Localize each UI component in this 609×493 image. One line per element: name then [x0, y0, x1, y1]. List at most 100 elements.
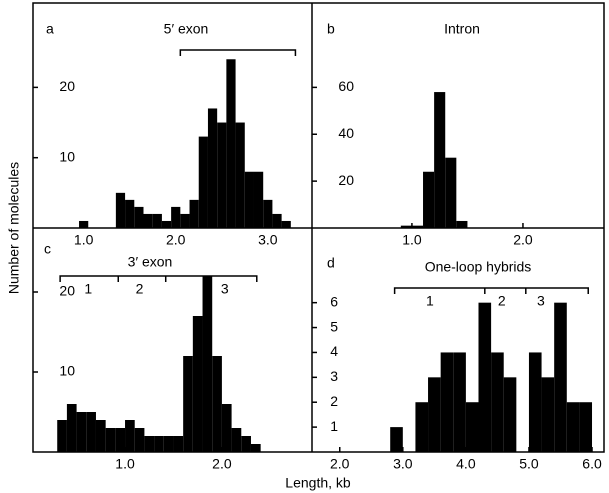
bracket-label: 3: [537, 293, 545, 309]
bar: [579, 402, 593, 452]
panel-letter: b: [327, 21, 335, 37]
bar: [272, 213, 282, 228]
bar: [79, 220, 89, 228]
y-tick-label: 5: [330, 318, 338, 334]
x-axis-label: Length, kb: [285, 475, 351, 491]
bar: [198, 136, 208, 228]
bracket-label: 2: [136, 281, 144, 297]
bar: [241, 436, 251, 452]
bar: [180, 213, 190, 228]
bar: [125, 199, 135, 228]
y-tick-label: 6: [330, 293, 338, 309]
bar: [390, 427, 403, 452]
x-tick-label: 2.0: [330, 456, 350, 472]
bar: [95, 420, 106, 452]
bar: [115, 428, 126, 452]
bracket: [59, 275, 258, 282]
bar: [478, 302, 492, 452]
bar: [226, 59, 236, 228]
bar: [217, 122, 227, 228]
x-tick-label: 2.0: [166, 232, 186, 248]
bar: [144, 436, 155, 452]
bar: [163, 436, 174, 452]
bar: [134, 206, 144, 228]
bar: [173, 436, 184, 452]
x-tick-label: 1.0: [74, 232, 94, 248]
bar: [445, 157, 457, 228]
bar: [231, 428, 242, 452]
panel-title: 5′ exon: [164, 21, 209, 37]
bracket-label: 1: [426, 293, 434, 309]
x-tick-label: 1.0: [115, 456, 135, 472]
bar: [212, 356, 222, 452]
bar: [253, 171, 264, 228]
bar: [541, 377, 555, 452]
bar: [235, 122, 245, 228]
bar: [161, 220, 172, 228]
bar: [189, 199, 199, 228]
bar: [566, 402, 580, 452]
y-tick-label: 40: [338, 125, 354, 141]
y-tick-label: 20: [59, 78, 75, 94]
bar: [415, 402, 429, 452]
bar: [207, 108, 218, 228]
bar: [221, 404, 232, 452]
y-tick-label: 10: [59, 148, 75, 164]
bar: [244, 171, 254, 228]
x-tick-label: 5.0: [519, 456, 539, 472]
x-tick-label: 2.0: [212, 456, 232, 472]
bar: [86, 412, 96, 452]
bar: [134, 428, 145, 452]
panel-title: One-loop hybrids: [425, 259, 532, 275]
bar: [183, 356, 193, 452]
bar: [528, 352, 542, 452]
bar: [192, 316, 203, 452]
bar: [456, 220, 468, 228]
bar: [491, 352, 504, 452]
y-tick-label: 1: [330, 418, 338, 434]
y-tick-label: 10: [59, 363, 75, 379]
bar: [281, 220, 291, 228]
y-tick-label: 60: [338, 78, 354, 94]
bar: [263, 199, 273, 228]
bar: [434, 92, 446, 228]
x-tick-label: 1.0: [402, 232, 422, 248]
panel-letter: a: [46, 21, 54, 37]
bar: [453, 352, 466, 452]
bar: [154, 436, 164, 452]
bar: [76, 412, 87, 452]
x-tick-label: 6.0: [582, 456, 602, 472]
bar: [554, 302, 567, 452]
bar: [250, 444, 261, 452]
bar: [105, 428, 116, 452]
x-tick-label: 3.0: [393, 456, 413, 472]
bar: [115, 192, 126, 228]
bar: [503, 377, 517, 452]
bar: [143, 213, 153, 228]
y-tick-label: 20: [338, 172, 354, 188]
bar: [171, 206, 181, 228]
y-tick-label: 4: [330, 343, 338, 359]
bracket-label: 1: [84, 281, 92, 297]
panel-letter: c: [44, 241, 51, 257]
bar: [423, 171, 435, 228]
bar: [465, 402, 479, 452]
x-tick-label: 3.0: [258, 232, 278, 248]
bar: [125, 420, 135, 452]
bar: [57, 420, 67, 452]
y-axis-label: Number of molecules: [6, 162, 22, 294]
bracket-label: 2: [498, 293, 506, 309]
bar: [411, 225, 424, 228]
y-tick-label: 2: [330, 393, 338, 409]
bar: [400, 225, 412, 228]
bar: [440, 352, 454, 452]
bracket: [393, 287, 589, 294]
x-tick-label: 4.0: [456, 456, 476, 472]
y-tick-label: 20: [59, 283, 75, 299]
panel-letter: d: [327, 255, 335, 271]
bar: [152, 213, 162, 228]
y-tick-label: 3: [330, 368, 338, 384]
panel-title: 3′ exon: [128, 254, 173, 270]
bracket-label: 3: [221, 281, 229, 297]
